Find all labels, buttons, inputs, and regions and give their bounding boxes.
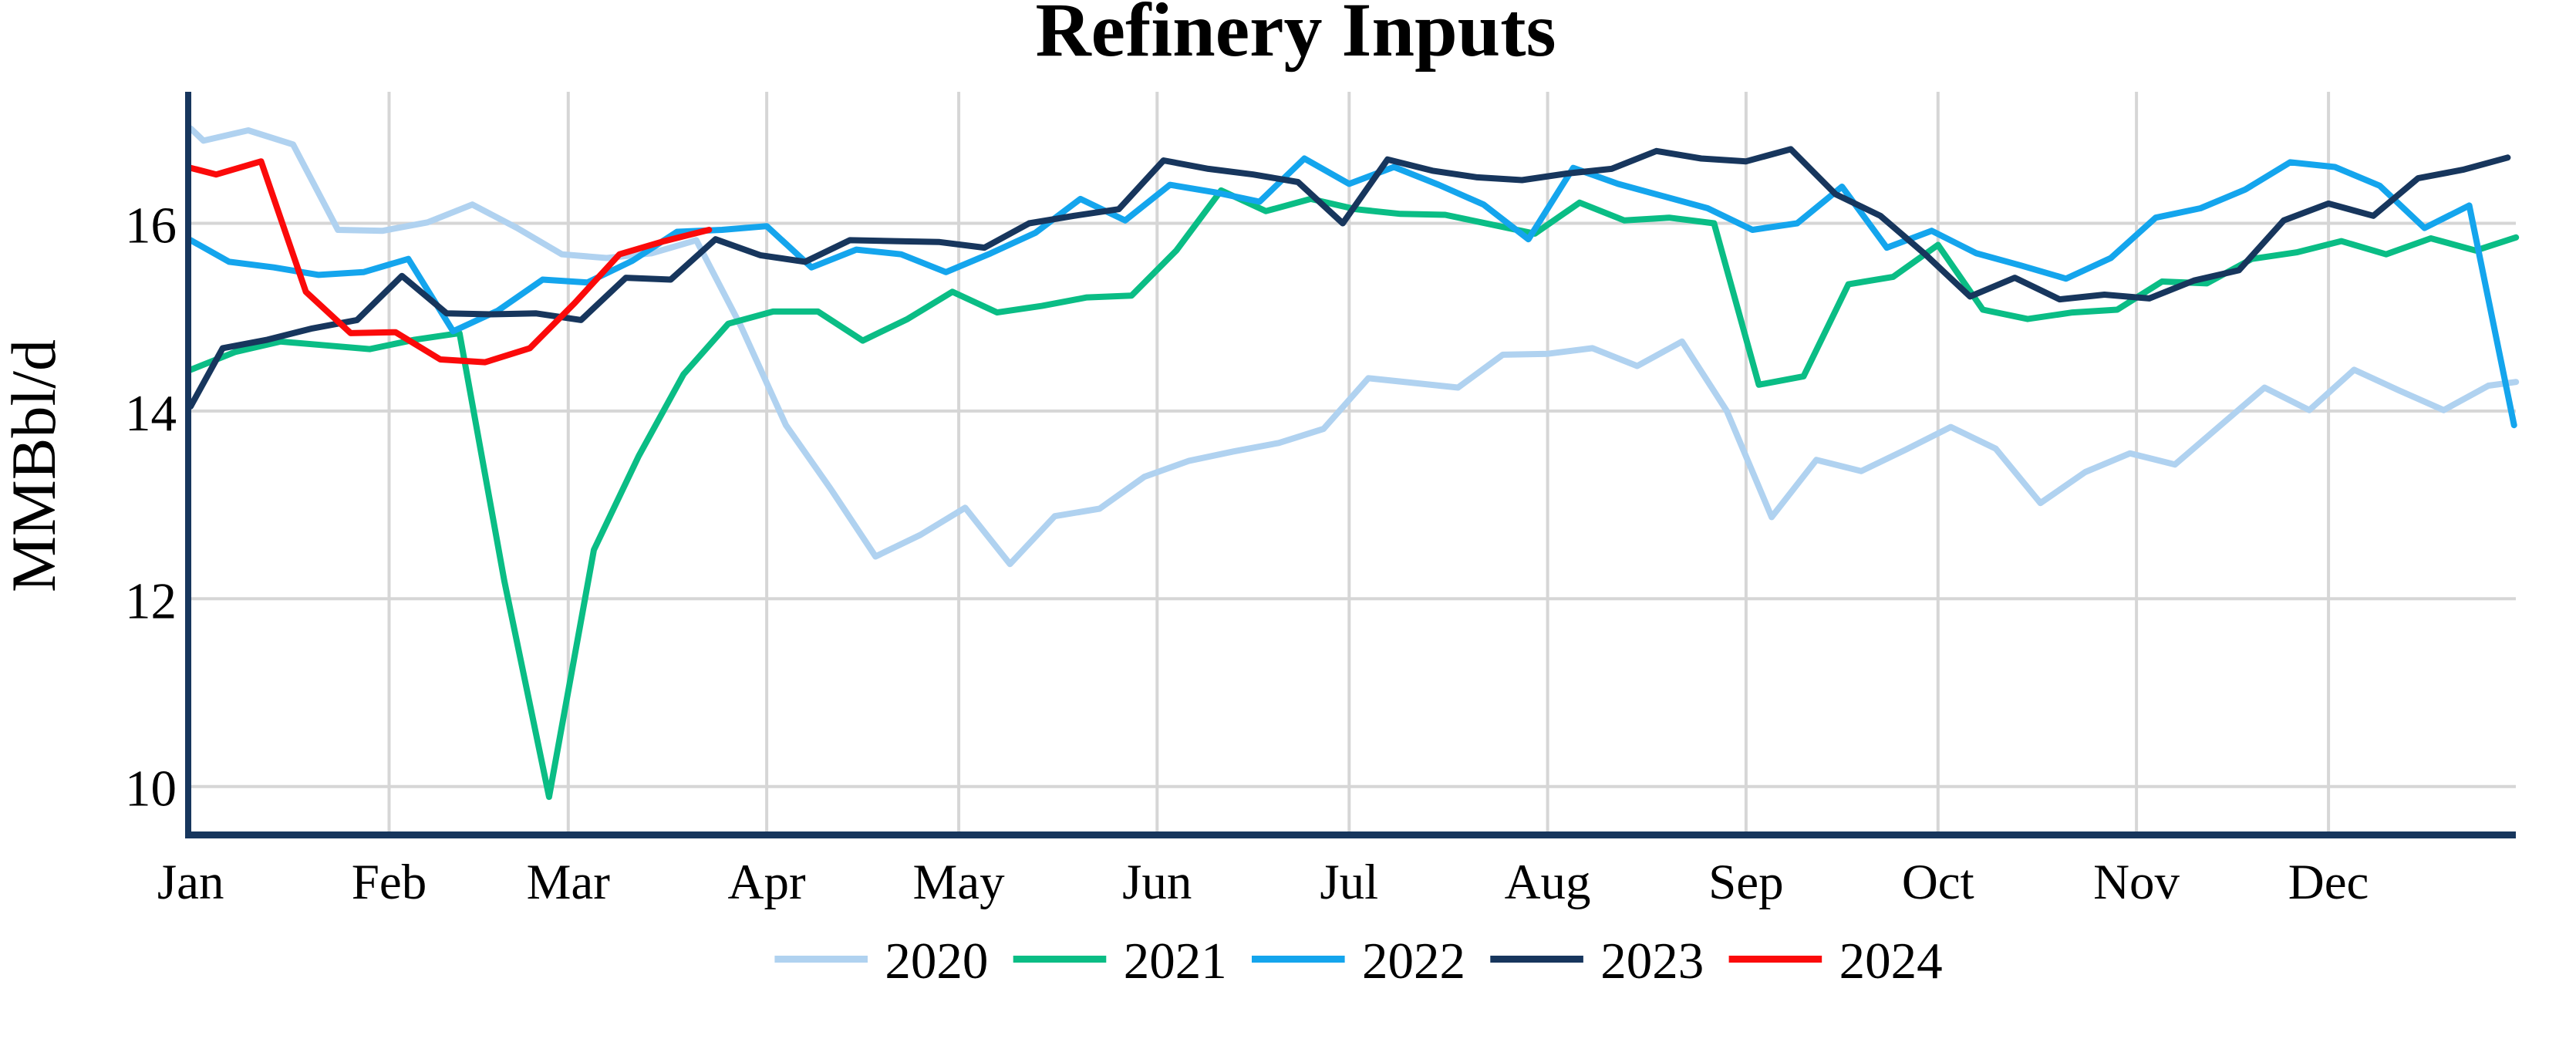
svg-text:Jan: Jan xyxy=(157,855,224,910)
svg-text:2020: 2020 xyxy=(885,933,988,990)
svg-text:May: May xyxy=(913,855,1006,910)
svg-text:Apr: Apr xyxy=(728,855,806,910)
svg-text:Jul: Jul xyxy=(1320,855,1378,910)
svg-text:Refinery Inputs: Refinery Inputs xyxy=(1035,0,1556,73)
svg-text:MMBbl/d: MMBbl/d xyxy=(0,339,69,592)
svg-text:Dec: Dec xyxy=(2288,855,2369,910)
svg-text:Feb: Feb xyxy=(352,855,427,910)
svg-text:2021: 2021 xyxy=(1124,933,1227,990)
svg-text:Jun: Jun xyxy=(1122,855,1192,910)
svg-text:Oct: Oct xyxy=(1902,855,1974,910)
svg-text:2022: 2022 xyxy=(1362,933,1465,990)
svg-text:2023: 2023 xyxy=(1600,933,1704,990)
svg-text:Aug: Aug xyxy=(1505,855,1591,910)
svg-text:2024: 2024 xyxy=(1839,933,1943,990)
svg-text:14: 14 xyxy=(125,385,177,442)
svg-text:10: 10 xyxy=(125,761,177,818)
svg-text:Nov: Nov xyxy=(2093,855,2180,910)
svg-text:Mar: Mar xyxy=(527,855,611,910)
svg-text:Sep: Sep xyxy=(1708,855,1784,910)
svg-text:16: 16 xyxy=(125,197,177,255)
svg-text:12: 12 xyxy=(125,572,177,629)
